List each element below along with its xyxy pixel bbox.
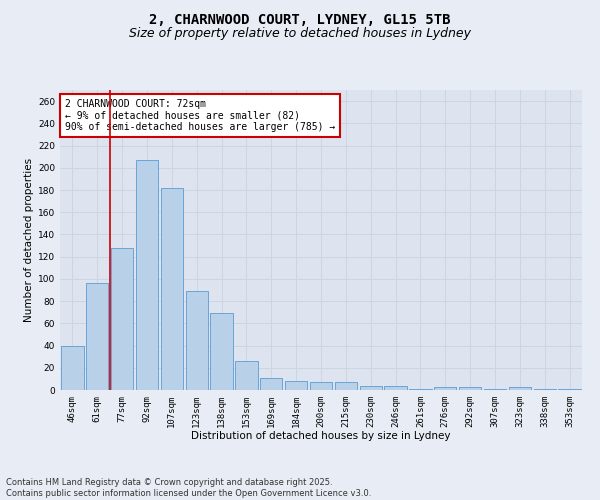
Bar bbox=[484, 389, 506, 390]
Text: 2 CHARNWOOD COURT: 72sqm
← 9% of detached houses are smaller (82)
90% of semi-de: 2 CHARNWOOD COURT: 72sqm ← 9% of detache… bbox=[65, 99, 335, 132]
Bar bbox=[509, 386, 531, 390]
Bar bbox=[559, 389, 581, 390]
Bar bbox=[86, 284, 109, 390]
Bar bbox=[161, 188, 183, 390]
Bar bbox=[211, 314, 233, 390]
X-axis label: Distribution of detached houses by size in Lydney: Distribution of detached houses by size … bbox=[191, 432, 451, 442]
Bar bbox=[235, 361, 257, 390]
Bar bbox=[260, 378, 283, 390]
Bar bbox=[359, 386, 382, 390]
Y-axis label: Number of detached properties: Number of detached properties bbox=[24, 158, 34, 322]
Bar bbox=[335, 382, 357, 390]
Bar bbox=[61, 346, 83, 390]
Text: 2, CHARNWOOD COURT, LYDNEY, GL15 5TB: 2, CHARNWOOD COURT, LYDNEY, GL15 5TB bbox=[149, 12, 451, 26]
Text: Size of property relative to detached houses in Lydney: Size of property relative to detached ho… bbox=[129, 28, 471, 40]
Bar bbox=[409, 389, 431, 390]
Bar bbox=[285, 381, 307, 390]
Bar bbox=[459, 386, 481, 390]
Bar bbox=[111, 248, 133, 390]
Bar bbox=[136, 160, 158, 390]
Bar bbox=[310, 382, 332, 390]
Text: Contains HM Land Registry data © Crown copyright and database right 2025.
Contai: Contains HM Land Registry data © Crown c… bbox=[6, 478, 371, 498]
Bar bbox=[185, 291, 208, 390]
Bar bbox=[533, 389, 556, 390]
Bar bbox=[434, 386, 457, 390]
Bar bbox=[385, 386, 407, 390]
